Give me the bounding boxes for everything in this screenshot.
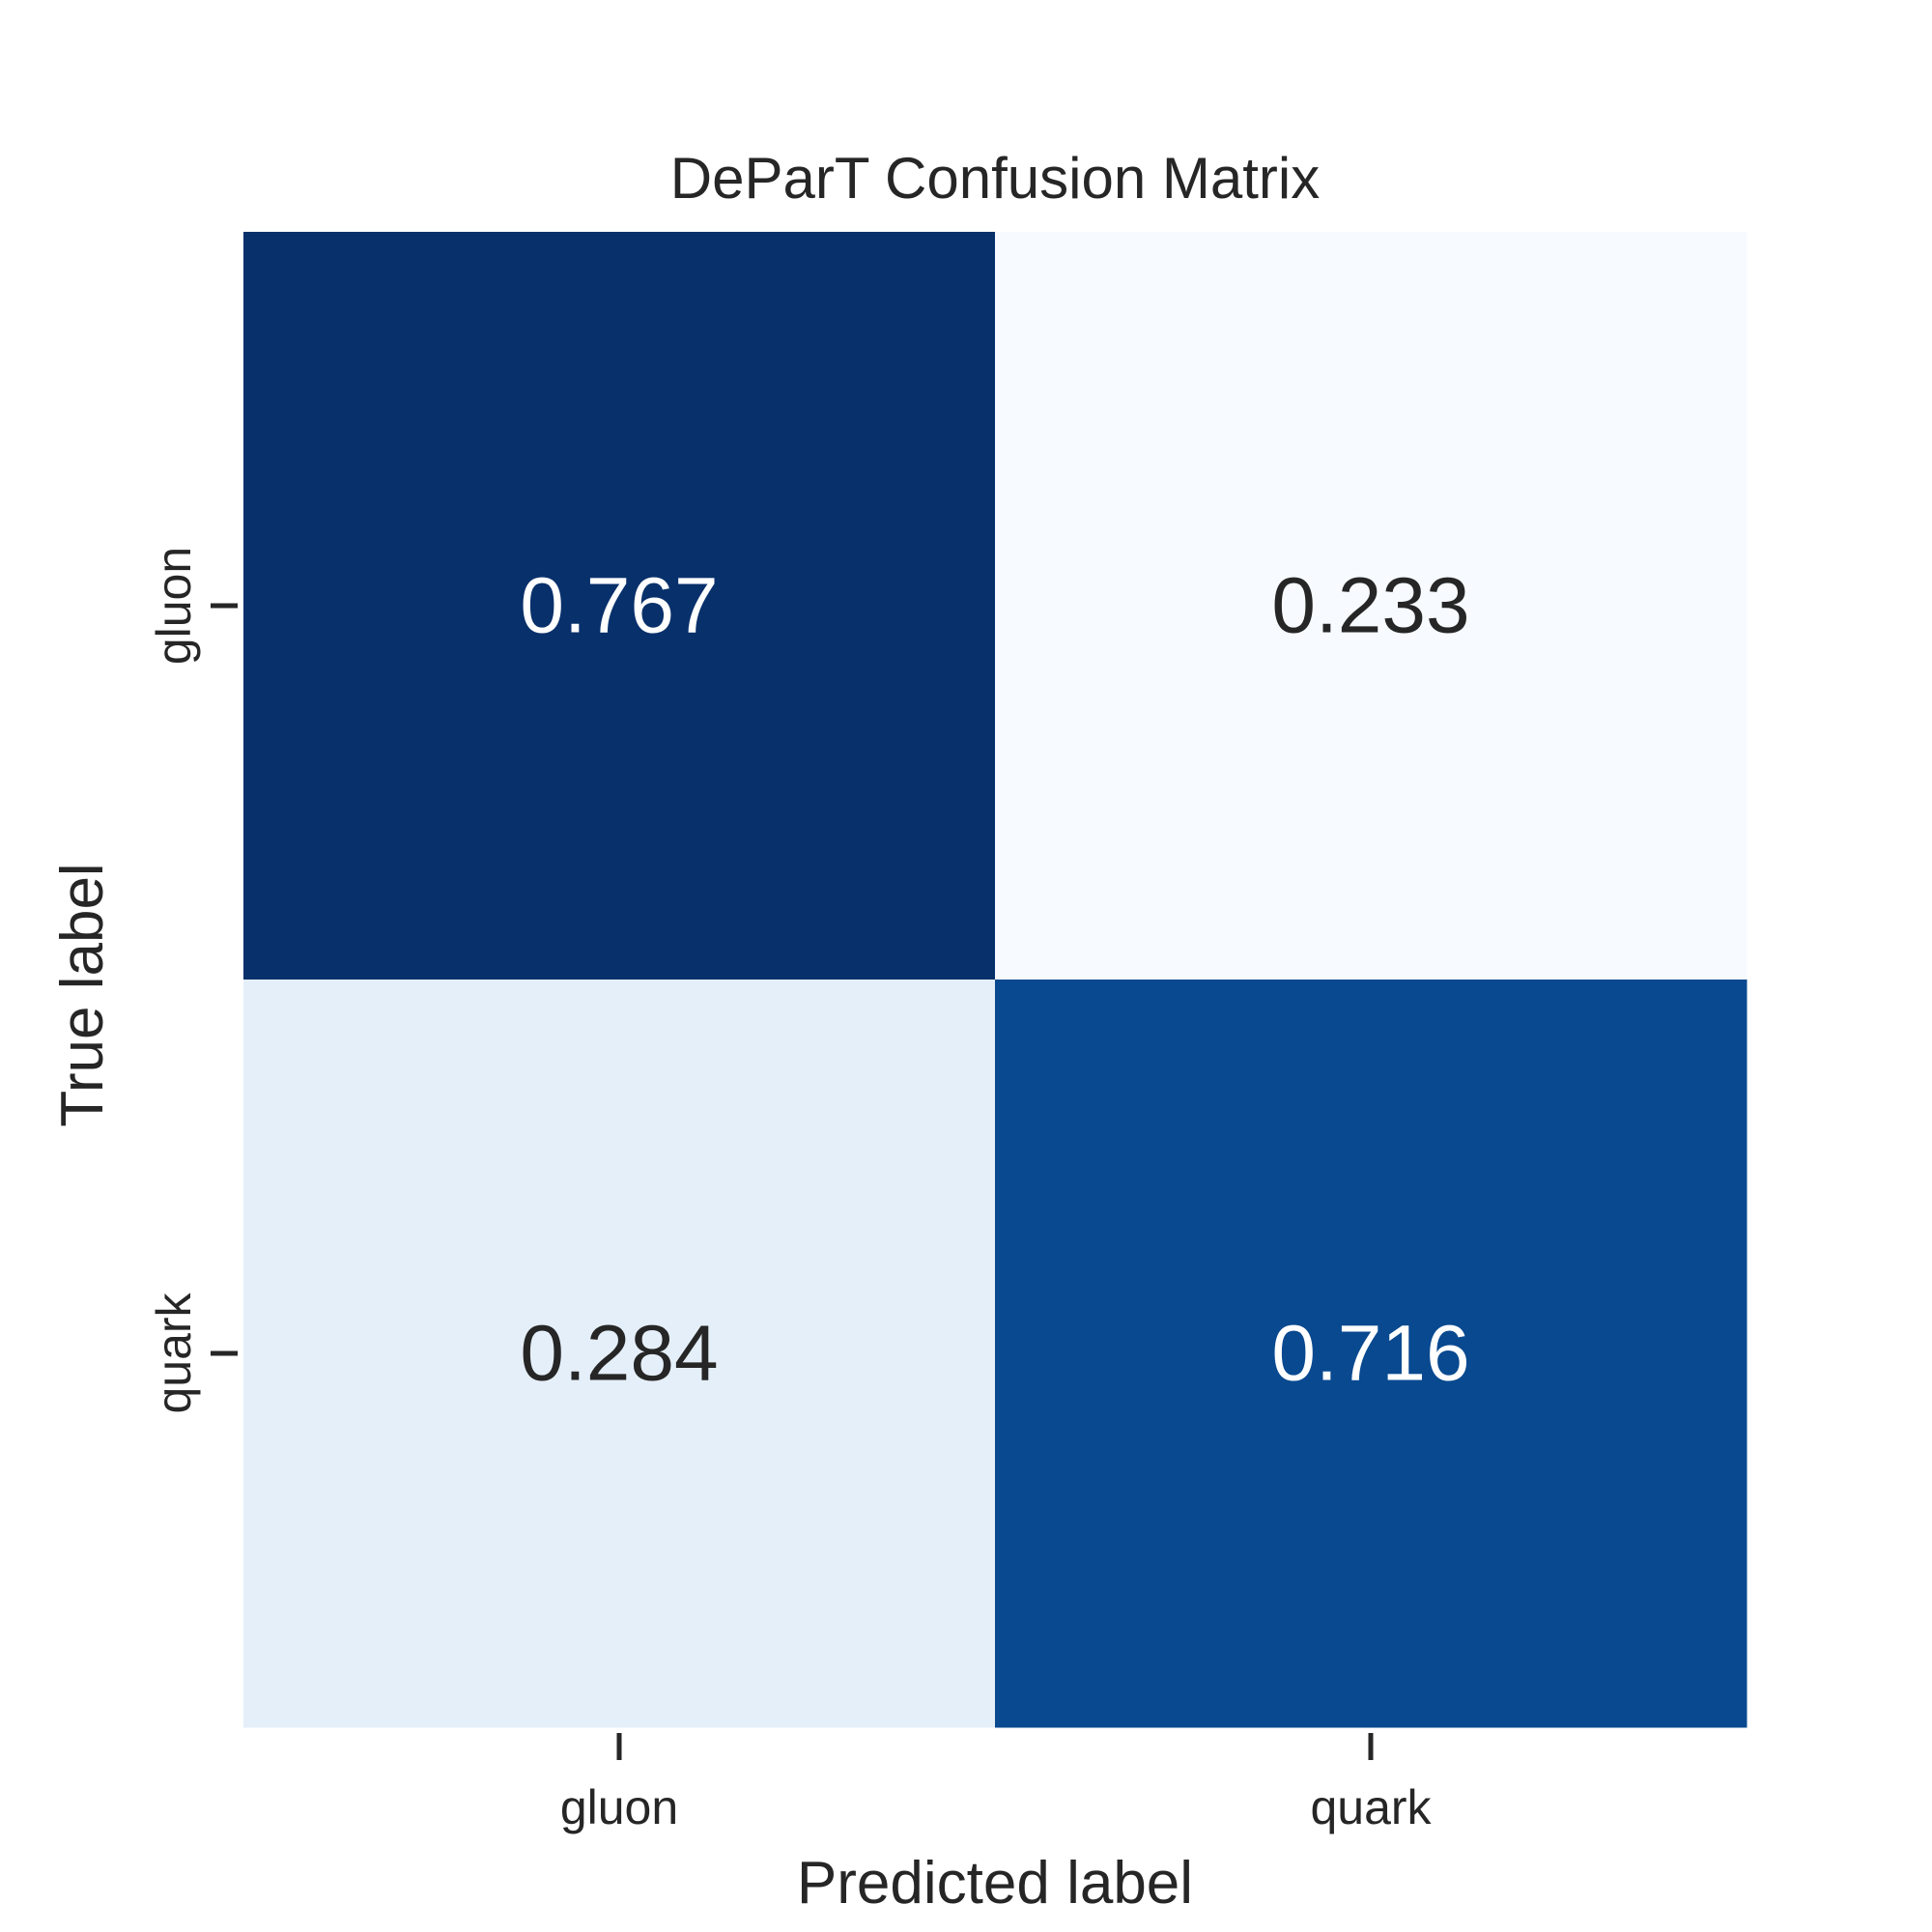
y-tick-label-gluon: gluon (147, 547, 201, 665)
cell-value-label: 0.767 (520, 562, 718, 650)
heatmap-cell-gluon-quark (995, 232, 1747, 980)
y-axis-title: True label (49, 863, 116, 1126)
cell-value-label: 0.284 (520, 1310, 718, 1398)
x-tick-label-gluon: gluon (560, 1780, 678, 1834)
chart-title: DeParT Confusion Matrix (670, 146, 1320, 211)
y-tick-label-quark: quark (147, 1292, 201, 1413)
x-axis-ticks: gluon quark (560, 1733, 1433, 1834)
heatmap-cell-gluon-gluon (243, 232, 996, 980)
cell-value-label: 0.716 (1271, 1310, 1469, 1398)
x-axis-title: Predicted label (797, 1850, 1193, 1917)
y-axis-ticks: gluon quark (147, 547, 238, 1414)
heatmap-cells (243, 232, 1747, 1728)
heatmap-cell-labels: 0.767 0.233 0.284 0.716 (520, 562, 1469, 1398)
heatmap-cell-quark-quark (995, 980, 1747, 1728)
x-tick-label-quark: quark (1310, 1780, 1432, 1834)
heatmap-cell-quark-gluon (243, 980, 996, 1728)
cell-value-label: 0.233 (1271, 562, 1469, 650)
